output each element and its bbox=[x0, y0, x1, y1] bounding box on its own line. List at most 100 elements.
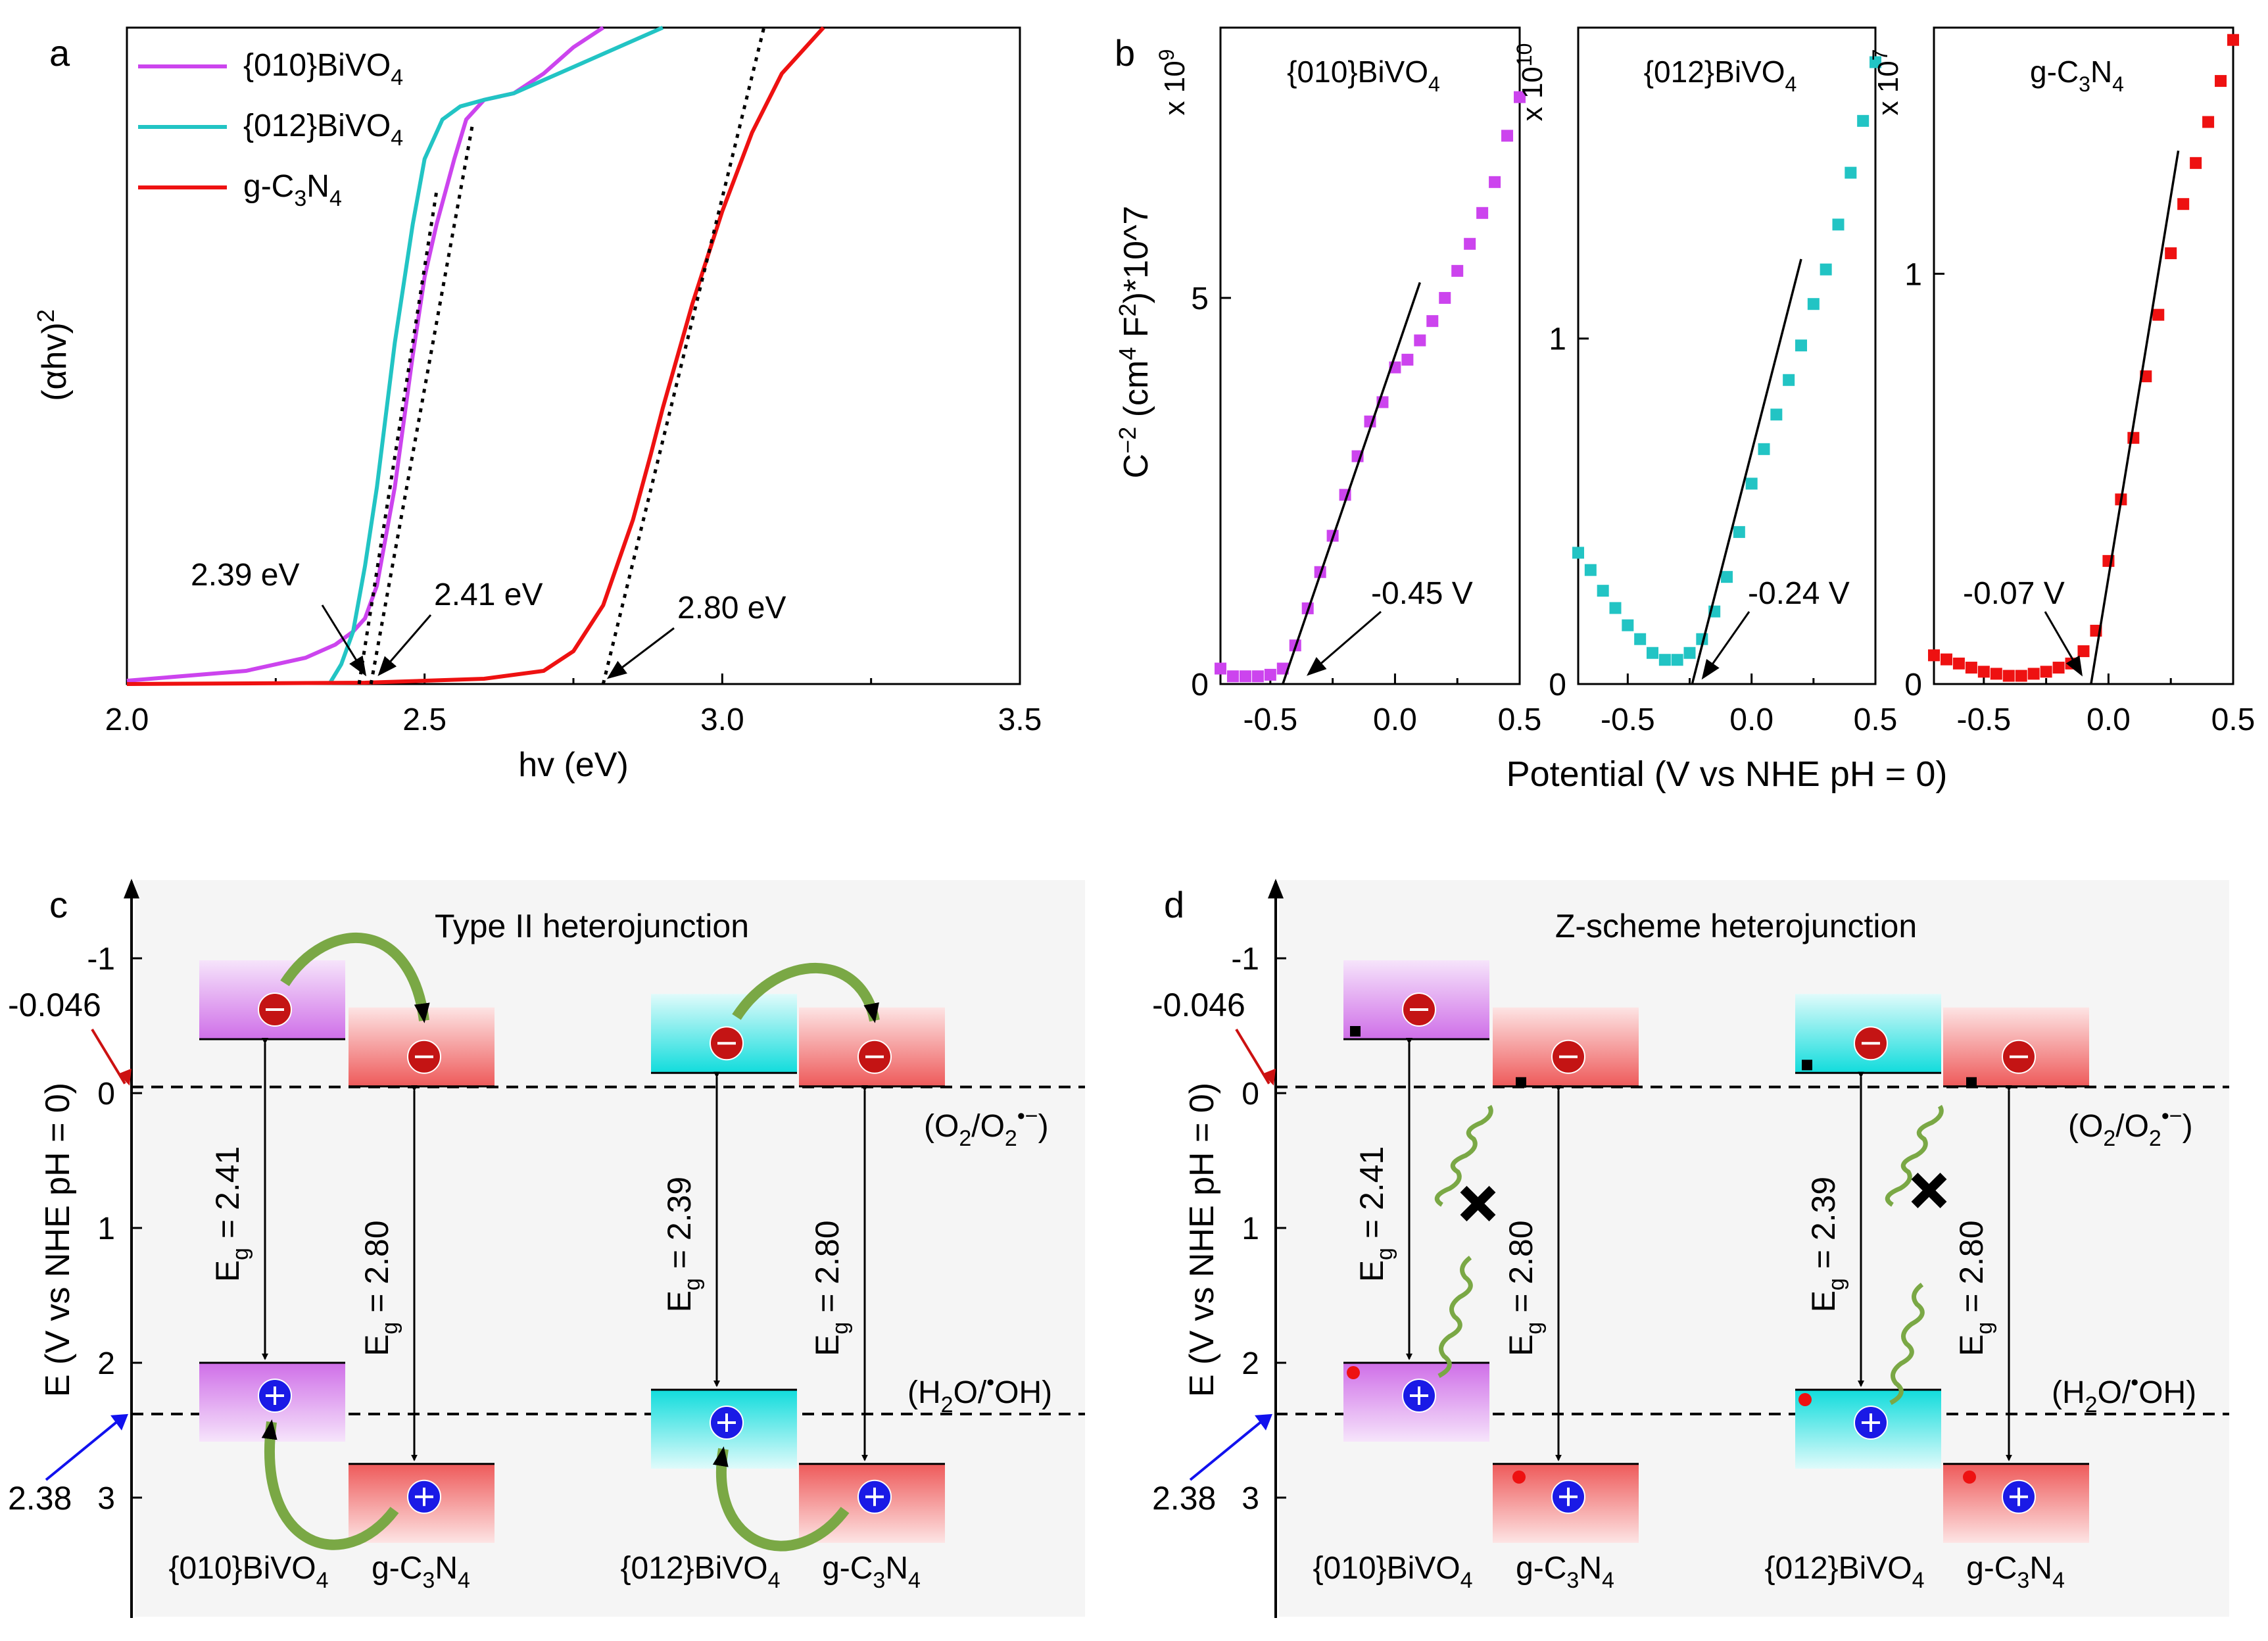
ml-b: N bbox=[2029, 1551, 2052, 1586]
band-0: Eg = 2.41 {010}BiVO4 bbox=[1313, 960, 1489, 1593]
fit-line bbox=[1691, 258, 1802, 685]
y-tick-label: 0 bbox=[1549, 668, 1566, 702]
x-tick-label: 3.0 bbox=[700, 702, 744, 737]
legend-sub: 4 bbox=[391, 65, 403, 90]
x-tick-label: -0.5 bbox=[1956, 702, 2011, 737]
ref-value-0: -0.046 bbox=[1152, 987, 1245, 1023]
ml-sub-2: 4 bbox=[458, 1568, 470, 1593]
y-axis-label: E (V vs NHE pH = 0) bbox=[39, 1083, 77, 1397]
y-tick-label: 1 bbox=[1549, 322, 1566, 357]
ml-a: {012}BiVO bbox=[1764, 1551, 1912, 1586]
data-marker bbox=[1572, 547, 1584, 559]
eg-val: = 2.80 bbox=[358, 1220, 395, 1321]
eg-val: = 2.39 bbox=[661, 1177, 698, 1278]
h2o-couple-label: (H2O/•OH) bbox=[907, 1370, 1052, 1417]
n: (H bbox=[907, 1375, 941, 1410]
bandgap-label: Eg = 2.39 bbox=[661, 1177, 705, 1313]
y-axis-label-main: (αhv) bbox=[36, 322, 74, 401]
diagram-title: Type II heterojunction bbox=[435, 908, 749, 944]
title-sub: 4 bbox=[1785, 72, 1797, 96]
x-tick-label: 0.0 bbox=[1729, 702, 1773, 737]
legend-text: {010}BiVO bbox=[243, 48, 391, 83]
n: (O bbox=[924, 1109, 959, 1144]
data-marker bbox=[1783, 374, 1795, 386]
data-marker bbox=[1990, 668, 2002, 680]
x-tick-label: 0.0 bbox=[2087, 702, 2131, 737]
series-line-2 bbox=[126, 26, 825, 686]
eg-sub: g bbox=[1522, 1322, 1547, 1335]
band-0: Eg = 2.41 {010}BiVO4 bbox=[168, 960, 345, 1593]
data-marker bbox=[1733, 526, 1745, 538]
x-tick-label: 0.0 bbox=[1373, 702, 1417, 737]
eg-e: E bbox=[1805, 1290, 1842, 1312]
small-square bbox=[1966, 1077, 1977, 1088]
eg-sub: g bbox=[1972, 1322, 1997, 1335]
scale-exp: 7 bbox=[1868, 49, 1892, 61]
small-square bbox=[1516, 1077, 1526, 1088]
eg-sub: g bbox=[828, 1322, 853, 1335]
data-marker bbox=[2215, 75, 2227, 87]
panel-c: -1 0 1 2 3 E (V vs NHE pH = 0) Type II heteroj… bbox=[8, 879, 1085, 1618]
n: OH) bbox=[994, 1375, 1052, 1410]
ml-a: {012}BiVO bbox=[620, 1551, 767, 1586]
data-marker bbox=[1807, 298, 1820, 310]
hole-transfer-arrow-1 bbox=[712, 1446, 850, 1552]
ml-sub-2: 4 bbox=[2052, 1568, 2065, 1593]
x-axis-label: hv (eV) bbox=[518, 746, 629, 784]
subplot-title: {010}BiVO4 bbox=[1287, 55, 1440, 96]
x-tick-label: 0.5 bbox=[2211, 702, 2256, 737]
ml-sub: 3 bbox=[422, 1568, 435, 1593]
ml-b: N bbox=[435, 1551, 458, 1586]
band-2: Eg = 2.39 {012}BiVO4 bbox=[1764, 994, 1941, 1593]
ml-a: g-C bbox=[372, 1551, 422, 1586]
title-text: {012}BiVO bbox=[1644, 55, 1785, 89]
data-marker bbox=[1226, 670, 1239, 683]
ml-sub-2: 4 bbox=[1602, 1568, 1614, 1593]
data-marker bbox=[2202, 116, 2215, 128]
legend-text-2: N bbox=[306, 169, 329, 204]
n: OH) bbox=[2138, 1375, 2196, 1410]
y-label-b: (cm bbox=[1117, 360, 1155, 427]
scale-text: x 10 bbox=[1872, 61, 1904, 115]
y-tick-label: 0 bbox=[1904, 668, 1922, 702]
subplot-frame bbox=[1219, 26, 1521, 685]
material-label: {012}BiVO4 bbox=[1764, 1551, 1924, 1593]
ref-arrow-1 bbox=[45, 1419, 120, 1481]
ml-a: g-C bbox=[1966, 1551, 2017, 1586]
data-marker bbox=[1439, 291, 1451, 304]
scale-text: x 10 bbox=[1516, 66, 1549, 121]
data-marker bbox=[1501, 130, 1514, 142]
data-marker bbox=[1476, 207, 1489, 219]
band-1: Eg = 2.80 g-C3N4 bbox=[1493, 1007, 1639, 1593]
n: ) bbox=[2183, 1109, 2193, 1144]
data-marker bbox=[1597, 585, 1609, 597]
data-marker bbox=[1952, 657, 1965, 670]
annotation-arrow-1 bbox=[1701, 611, 1750, 680]
n: O/ bbox=[2098, 1375, 2131, 1410]
ml-b: N bbox=[1579, 1551, 1602, 1586]
n: 2 bbox=[2103, 1126, 2115, 1151]
ref-arrow-1 bbox=[1189, 1419, 1264, 1481]
material-label: g-C3N4 bbox=[372, 1551, 470, 1593]
panel-label-d: d bbox=[1164, 884, 1184, 925]
y-axis-label: (αhv)2 bbox=[32, 309, 74, 401]
data-marker bbox=[1870, 56, 1881, 68]
data-marker bbox=[1609, 602, 1622, 614]
eg-val: = 2.41 bbox=[209, 1146, 246, 1248]
n: O/ bbox=[953, 1375, 987, 1410]
n: 2 bbox=[941, 1392, 953, 1417]
subplot-title: {012}BiVO4 bbox=[1644, 55, 1797, 96]
small-dot bbox=[1512, 1470, 1526, 1484]
wavy-arrow-electron-1 bbox=[1885, 1104, 1944, 1207]
ml-sub-2: 4 bbox=[908, 1568, 921, 1593]
scale-exp: 9 bbox=[1155, 49, 1178, 61]
data-marker bbox=[1414, 334, 1426, 347]
blocked-mark bbox=[1460, 1186, 1496, 1221]
series-line-1 bbox=[327, 26, 664, 685]
data-marker bbox=[1622, 619, 1634, 631]
annotation-arrow-0 bbox=[321, 604, 367, 677]
small-dot bbox=[1347, 1366, 1360, 1379]
data-marker bbox=[1658, 654, 1671, 666]
data-marker bbox=[2177, 198, 2190, 210]
annotation-2: 2.80 eV bbox=[677, 591, 786, 625]
